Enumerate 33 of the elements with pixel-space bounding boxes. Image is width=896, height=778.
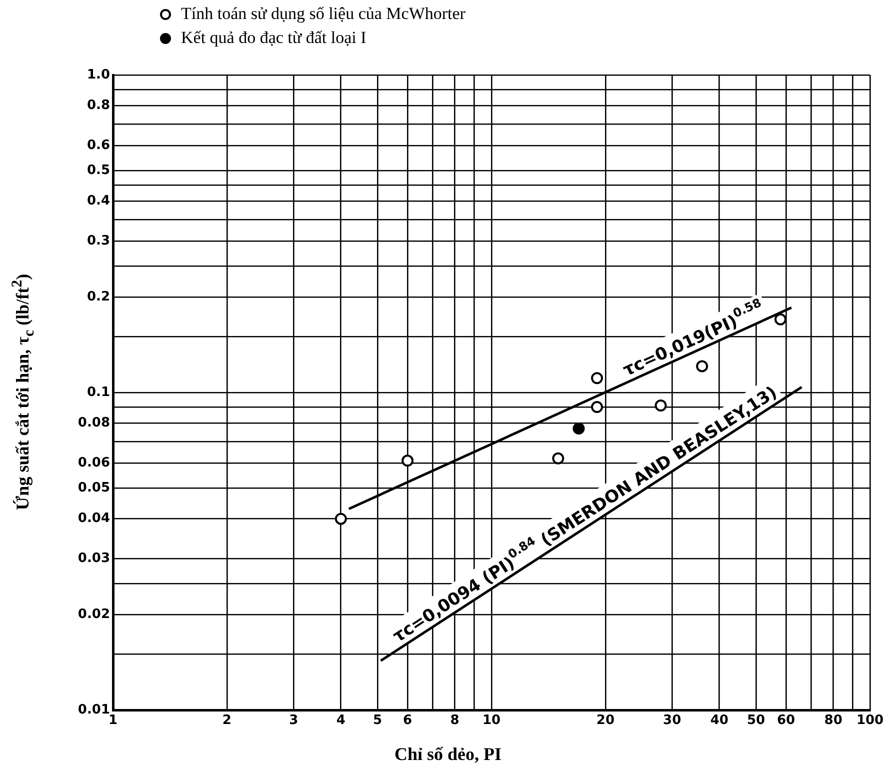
y-tick-label: 0.8 — [86, 98, 110, 114]
x-tick-label: 4 — [336, 713, 346, 728]
y-tick-label: 0.3 — [86, 233, 110, 248]
y-tick-label: 0.03 — [78, 550, 110, 566]
y-tick-label: 0.08 — [78, 416, 110, 431]
legend-label: Tính toán sử dụng số liệu của McWhorter — [181, 3, 466, 25]
y-tick-label: 1.0 — [86, 67, 110, 82]
y-tick-label: 0.04 — [78, 511, 110, 526]
x-axis-title: Chỉ số dẻo, PI — [393, 744, 502, 765]
x-tick-label: 6 — [403, 713, 412, 728]
x-tick-label: 100 — [856, 713, 884, 728]
legend-label: Kết quả đo đạc từ đất loại I — [181, 27, 366, 49]
y-tick-label: 0.05 — [78, 480, 110, 496]
y-tick-label: 0.06 — [78, 455, 110, 470]
x-tick-label: 30 — [663, 713, 682, 728]
y-tick-label: 0.2 — [86, 289, 110, 304]
x-tick-label: 20 — [596, 713, 614, 728]
y-tick-label: 0.02 — [78, 606, 110, 622]
x-tick-label: 40 — [710, 713, 728, 728]
x-tick-label: 3 — [289, 713, 298, 728]
y-tick-label: 0.5 — [86, 162, 110, 178]
x-tick-label: 5 — [373, 713, 382, 728]
x-tick-label: 10 — [482, 713, 501, 728]
y-tick-label: 0.4 — [86, 194, 110, 209]
x-tick-label: 1 — [108, 713, 118, 728]
x-tick-label: 60 — [776, 713, 796, 728]
y-tick-label: 0.1 — [86, 384, 110, 400]
x-tick-label: 80 — [824, 713, 842, 728]
x-tick-label: 2 — [222, 713, 232, 728]
y-tick-label: 0.01 — [78, 702, 110, 718]
y-tick-label: 0.6 — [86, 138, 110, 153]
x-tick-label: 8 — [450, 713, 460, 728]
x-tick-label: 50 — [747, 713, 766, 728]
